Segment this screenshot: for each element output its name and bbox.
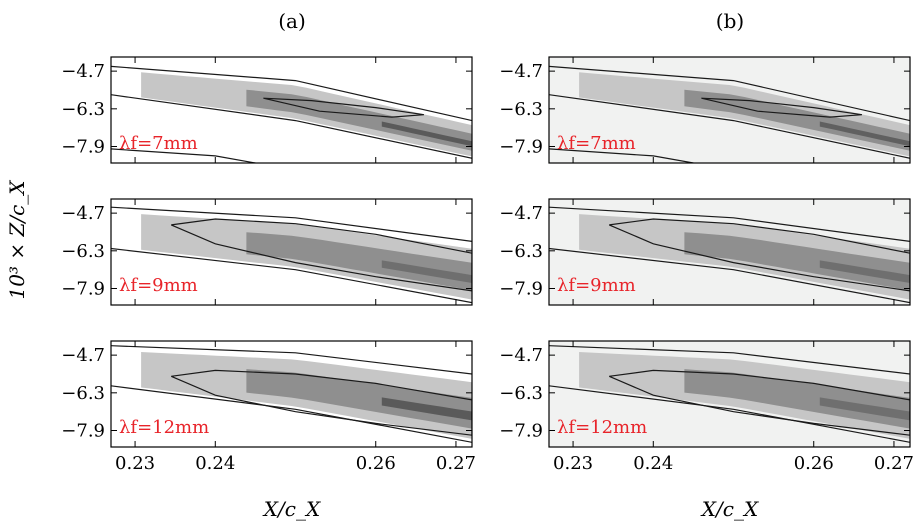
fill-level-2-b-row3 — [684, 369, 910, 429]
contour-line-1-b-row3 — [549, 345, 910, 375]
x-tick-label-b-row3-1: 0.24 — [633, 453, 673, 474]
contour-line-4-a-row1 — [263, 97, 424, 118]
panel-annotation-a-row3: λf=12mm — [119, 417, 209, 438]
y-tick-label-b-row1-1: −6.3 — [499, 99, 543, 120]
y-tick-label-b-row1-0: −4.7 — [499, 61, 543, 82]
contour-line-2-a-row3 — [111, 385, 472, 443]
contour-line-3-a-row1 — [111, 148, 256, 163]
panel-annotation-b-row1: λf=7mm — [557, 133, 636, 154]
contour-line-2-b-row3 — [549, 385, 910, 443]
x-axis-label-a: X/c_X — [262, 497, 321, 521]
panel-frame-a-row3 — [110, 340, 473, 448]
panel-fills-a-row3 — [111, 345, 472, 443]
x-tick-label-a-row3-3: 0.27 — [436, 453, 476, 474]
panel-frame-a-row2 — [110, 198, 473, 306]
x-tick-label-b-row3-3: 0.27 — [874, 453, 914, 474]
contour-line-1-b-row2 — [549, 206, 910, 242]
fill-level-3-b-row1 — [819, 121, 910, 147]
contour-line-2-b-row1 — [549, 94, 910, 159]
panel-fills-b-row1 — [549, 65, 910, 163]
y-tick-label-a-row1-0: −4.7 — [61, 61, 105, 82]
y-tick-label-a-row2-1: −6.3 — [61, 241, 105, 262]
y-tick-label-a-row2-2: −7.9 — [61, 279, 105, 300]
column-label-a: (a) — [278, 9, 306, 33]
fill-level-2-b-row2 — [684, 232, 910, 291]
y-tick-label-b-row3-2: −7.9 — [499, 421, 543, 442]
x-tick-label-b-row3-0: 0.23 — [553, 453, 593, 474]
y-tick-label-a-row3-1: −6.3 — [61, 383, 105, 404]
panel-frame-b-row3 — [548, 340, 911, 448]
contour-line-3-a-row2 — [170, 218, 472, 292]
contour-line-2-a-row1 — [111, 94, 472, 159]
contour-line-1-a-row3 — [111, 345, 472, 375]
y-tick-label-a-row1-1: −6.3 — [61, 99, 105, 120]
fill-level-3-b-row2 — [819, 260, 910, 283]
x-tick-label-a-row3-1: 0.24 — [195, 453, 235, 474]
contour-line-3-b-row3 — [608, 369, 910, 436]
contour-line-1-b-row1 — [549, 65, 910, 122]
panel-annotation-b-row2: λf=9mm — [557, 275, 636, 296]
contour-line-3-a-row3 — [170, 369, 472, 436]
y-tick-label-b-row2-0: −4.7 — [499, 203, 543, 224]
y-tick-label-a-row3-0: −4.7 — [61, 345, 105, 366]
panel-frame-b-row1 — [548, 56, 911, 164]
y-tick-label-b-row3-0: −4.7 — [499, 345, 543, 366]
panel-fills-b-row2 — [549, 206, 910, 304]
fill-level-3-a-row1 — [381, 121, 472, 147]
contour-line-1-a-row2 — [111, 206, 472, 242]
fill-level-3-a-row2 — [381, 260, 472, 283]
panel-fills-b-row3 — [549, 345, 910, 443]
x-tick-label-b-row3-2: 0.26 — [794, 453, 834, 474]
panel-annotation-a-row2: λf=9mm — [119, 275, 198, 296]
fill-level-2-a-row3 — [246, 369, 472, 429]
y-tick-label-a-row3-2: −7.9 — [61, 421, 105, 442]
contour-line-4-b-row1 — [701, 97, 862, 118]
fill-level-2-a-row2 — [246, 232, 472, 291]
panel-fills-a-row2 — [111, 206, 472, 304]
contour-line-2-a-row2 — [111, 247, 472, 304]
fill-level-2-b-row1 — [684, 89, 910, 151]
contour-line-3-b-row2 — [608, 218, 910, 292]
panels-group: −4.7 −6.3 −7.9 λf=7mm −4.7 −6.3 −7.9 λf=7mm −4.7… — [61, 56, 914, 474]
x-tick-label-a-row3-2: 0.26 — [356, 453, 396, 474]
x-axis-label-b: X/c_X — [700, 497, 759, 521]
panel-annotation-b-row3: λf=12mm — [557, 417, 647, 438]
y-tick-label-b-row2-2: −7.9 — [499, 279, 543, 300]
fill-level-3-a-row3 — [381, 397, 472, 421]
y-tick-label-b-row1-2: −7.9 — [499, 137, 543, 158]
contour-line-2-b-row2 — [549, 247, 910, 304]
panel-fills-a-row1 — [111, 65, 472, 163]
y-axis-label: 10³ × Z/c_X — [5, 180, 29, 300]
panel-frame-b-row2 — [548, 198, 911, 306]
panel-frame-a-row1 — [110, 56, 473, 164]
y-tick-label-b-row2-1: −6.3 — [499, 241, 543, 262]
contour-line-3-b-row1 — [549, 148, 694, 163]
panel-annotation-a-row1: λf=7mm — [119, 133, 198, 154]
fill-level-3-b-row3 — [819, 397, 910, 421]
y-tick-label-a-row2-0: −4.7 — [61, 203, 105, 224]
x-tick-label-a-row3-0: 0.23 — [115, 453, 155, 474]
y-tick-label-a-row1-2: −7.9 — [61, 137, 105, 158]
y-tick-label-b-row3-1: −6.3 — [499, 383, 543, 404]
fill-level-2-a-row1 — [246, 89, 472, 151]
column-label-b: (b) — [716, 9, 744, 33]
contour-line-1-a-row1 — [111, 65, 472, 122]
